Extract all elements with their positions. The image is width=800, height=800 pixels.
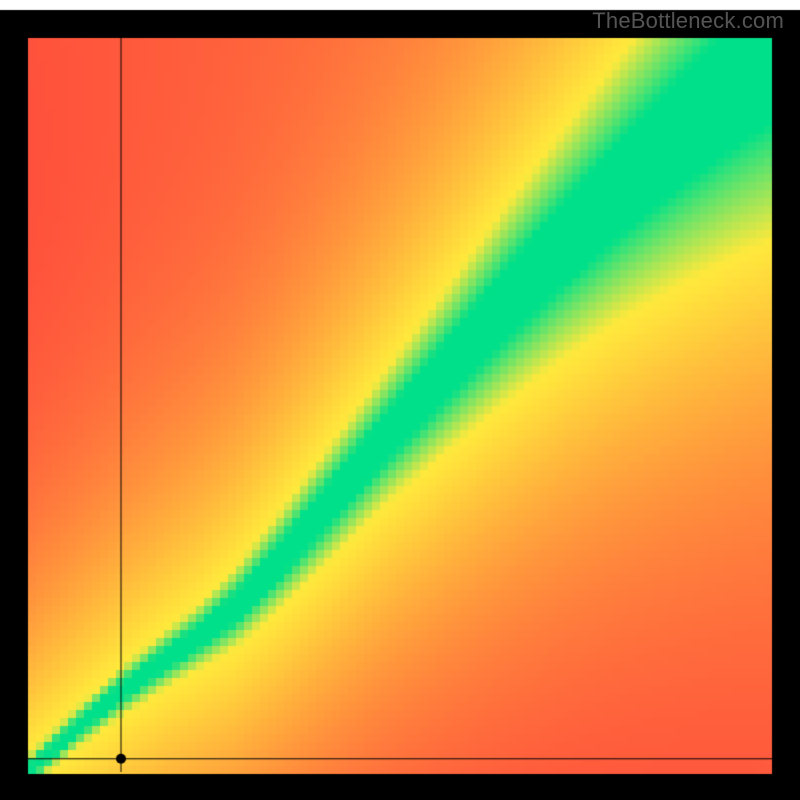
watermark-label: TheBottleneck.com [592,8,784,34]
heatmap-canvas [0,0,800,800]
chart-container: TheBottleneck.com [0,0,800,800]
